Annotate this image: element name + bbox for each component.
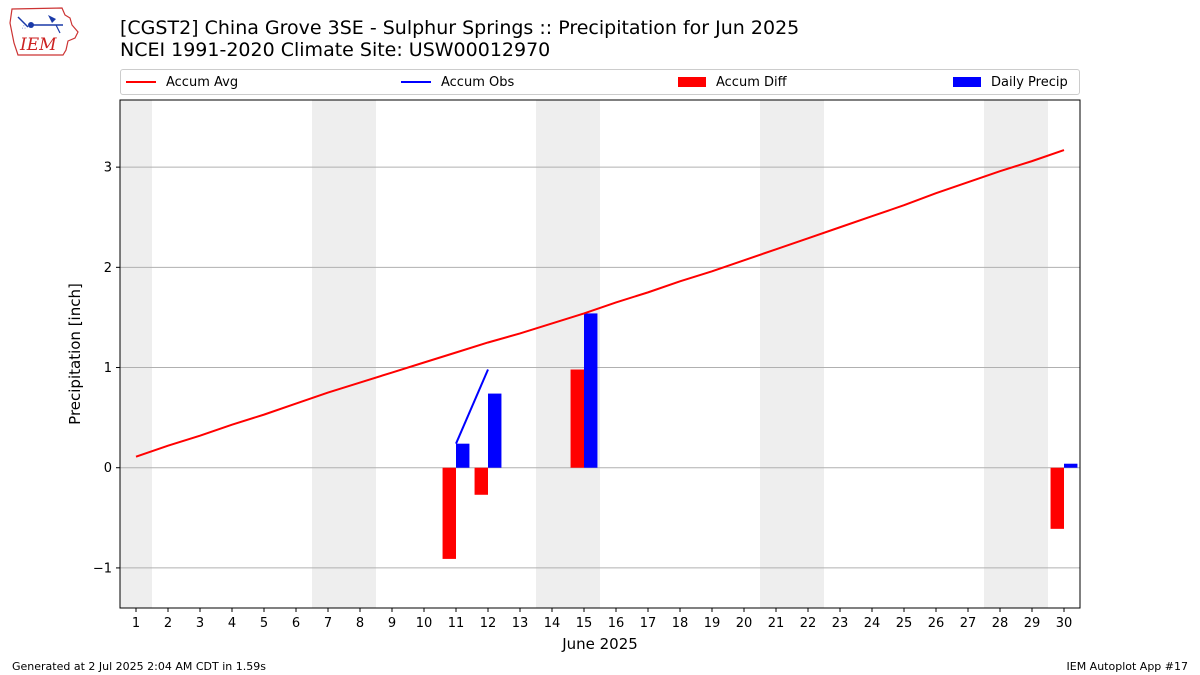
x-tick-label: 14 bbox=[544, 616, 561, 631]
x-tick-label: 15 bbox=[576, 616, 593, 631]
x-tick-label: 11 bbox=[448, 616, 465, 631]
x-tick-label: 22 bbox=[800, 616, 817, 631]
chart-title: [CGST2] China Grove 3SE - Sulphur Spring… bbox=[120, 17, 800, 39]
x-tick-label: 20 bbox=[736, 616, 753, 631]
x-tick-label: 17 bbox=[640, 616, 657, 631]
daily-precip-bar bbox=[1064, 463, 1078, 468]
x-tick-label: 10 bbox=[416, 616, 433, 631]
legend: Accum Avg Accum Obs Accum Diff Daily Pre… bbox=[120, 69, 1080, 95]
legend-item-accum-diff: Accum Diff bbox=[678, 70, 787, 94]
x-tick-label: 24 bbox=[864, 616, 881, 631]
x-axis-label: June 2025 bbox=[561, 635, 638, 653]
x-tick-label: 12 bbox=[480, 616, 497, 631]
x-tick-label: 26 bbox=[928, 616, 945, 631]
legend-item-daily-precip: Daily Precip bbox=[953, 70, 1068, 94]
x-tick-label: 13 bbox=[512, 616, 529, 631]
weekend-band bbox=[120, 100, 152, 608]
accum-diff-bar bbox=[1050, 467, 1064, 529]
daily-precip-bar bbox=[456, 443, 470, 468]
x-tick-label: 25 bbox=[896, 616, 913, 631]
accum-diff-bar bbox=[474, 467, 488, 495]
x-tick-label: 28 bbox=[992, 616, 1009, 631]
daily-precip-bar bbox=[584, 313, 598, 468]
accum-obs-line bbox=[455, 369, 489, 445]
x-tick-label: 5 bbox=[260, 616, 268, 631]
y-tick-label: 1 bbox=[104, 361, 112, 376]
app-credit: IEM Autoplot App #17 bbox=[1066, 660, 1189, 673]
x-tick-label: 19 bbox=[704, 616, 721, 631]
x-tick-label: 4 bbox=[228, 616, 236, 631]
legend-label-accum-obs: Accum Obs bbox=[441, 74, 515, 90]
x-tick-label: 29 bbox=[1024, 616, 1041, 631]
y-axis-label: Precipitation [inch] bbox=[66, 283, 84, 425]
weekend-band bbox=[344, 100, 376, 608]
x-tick-label: 8 bbox=[356, 616, 364, 631]
weekend-band bbox=[536, 100, 568, 608]
legend-item-accum-avg: Accum Avg bbox=[126, 70, 238, 94]
x-tick-label: 2 bbox=[164, 616, 172, 631]
legend-swatch-accum-diff bbox=[678, 77, 706, 87]
accum-avg-line bbox=[135, 149, 1065, 458]
x-tick-label: 23 bbox=[832, 616, 849, 631]
x-tick-label: 1 bbox=[132, 616, 140, 631]
legend-item-accum-obs: Accum Obs bbox=[401, 70, 514, 94]
x-tick-label: 30 bbox=[1056, 616, 1073, 631]
x-tick-label: 27 bbox=[960, 616, 977, 631]
legend-swatch-accum-avg bbox=[126, 81, 156, 83]
y-tick-label: 2 bbox=[104, 261, 112, 276]
daily-precip-bar bbox=[488, 393, 502, 468]
x-tick-label: 3 bbox=[196, 616, 204, 631]
chart-subtitle: NCEI 1991-2020 Climate Site: USW00012970 bbox=[120, 39, 551, 61]
weekend-band bbox=[984, 100, 1016, 608]
x-tick-label: 18 bbox=[672, 616, 689, 631]
iem-logo: ∴ IEM bbox=[8, 5, 80, 59]
y-tick-label: −1 bbox=[93, 561, 112, 576]
legend-swatch-accum-obs bbox=[401, 81, 431, 83]
x-tick-label: 7 bbox=[324, 616, 332, 631]
plot-frame bbox=[119, 99, 1081, 609]
x-tick-label: 6 bbox=[292, 616, 300, 631]
logo-text: IEM bbox=[19, 35, 57, 55]
weekend-band bbox=[312, 100, 344, 608]
legend-label-accum-avg: Accum Avg bbox=[166, 74, 239, 90]
weekend-band bbox=[760, 100, 792, 608]
accum-diff-bar bbox=[442, 467, 456, 559]
legend-swatch-daily-precip bbox=[953, 77, 981, 87]
accum-diff-bar bbox=[570, 369, 584, 468]
weekend-band bbox=[1016, 100, 1048, 608]
x-tick-label: 9 bbox=[388, 616, 396, 631]
y-tick-label: 0 bbox=[104, 461, 112, 476]
y-tick-label: 3 bbox=[104, 161, 112, 176]
weekend-band bbox=[792, 100, 824, 608]
legend-label-daily-precip: Daily Precip bbox=[991, 74, 1068, 90]
x-tick-label: 16 bbox=[608, 616, 625, 631]
legend-label-accum-diff: Accum Diff bbox=[716, 74, 787, 90]
svg-text:∴: ∴ bbox=[22, 24, 26, 31]
x-tick-label: 21 bbox=[768, 616, 785, 631]
generated-timestamp: Generated at 2 Jul 2025 2:04 AM CDT in 1… bbox=[12, 660, 266, 673]
